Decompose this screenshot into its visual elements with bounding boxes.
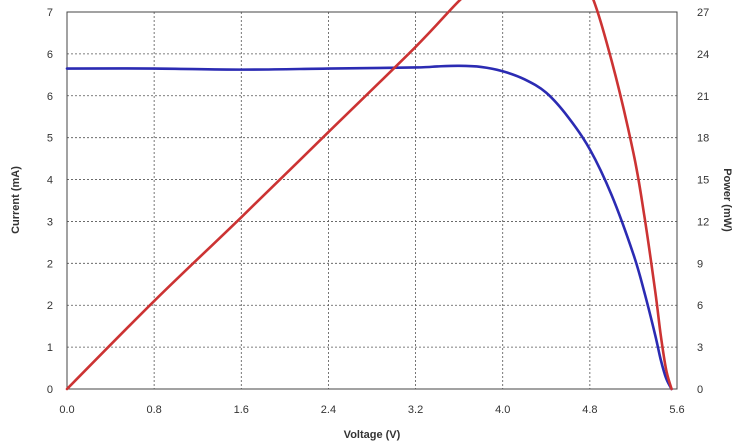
x-axis-label: Voltage (V)	[344, 429, 401, 441]
y-tick-label: 2	[47, 258, 53, 270]
power-curve	[65, 0, 673, 391]
x-tick-label: 0.0	[59, 404, 74, 416]
y-tick-labels: 0 1 2 2 3 4 5 6 6 7	[47, 7, 53, 396]
y2-tick-label: 6	[697, 300, 703, 312]
y-tick-label: 1	[47, 342, 53, 354]
y2-axis-label: Power (mW)	[721, 168, 733, 232]
x-tick-label: 3.2	[408, 404, 423, 416]
y-tick-label: 4	[47, 175, 53, 187]
y2-tick-label: 24	[697, 49, 709, 61]
x-tick-label: 1.6	[234, 404, 249, 416]
y2-tick-label: 12	[697, 216, 709, 228]
y2-tick-label: 27	[697, 7, 709, 19]
y2-tick-labels: 0 3 6 9 12 15 18 21 24 27	[697, 7, 709, 396]
x-tick-label: 4.0	[495, 404, 510, 416]
y2-tick-label: 0	[697, 384, 703, 396]
y-tick-label: 6	[47, 49, 53, 61]
y2-tick-label: 3	[697, 342, 703, 354]
x-tick-label: 4.8	[582, 404, 597, 416]
grid-lines	[67, 12, 677, 389]
x-tick-label: 0.8	[146, 404, 161, 416]
y-tick-label: 2	[47, 300, 53, 312]
y2-tick-label: 15	[697, 175, 709, 187]
y2-tick-label: 18	[697, 133, 709, 145]
y-tick-label: 5	[47, 133, 53, 145]
x-tick-labels: 0.0 0.8 1.6 2.4 3.2 4.0 4.8 5.6	[59, 404, 684, 416]
y-tick-label: 0	[47, 384, 53, 396]
x-tick-label: 2.4	[321, 404, 336, 416]
plot-frame	[66, 11, 678, 390]
current-curve	[65, 64, 673, 391]
x-tick-label: 5.6	[669, 404, 684, 416]
series-layer	[65, 0, 673, 391]
y-tick-label: 6	[47, 91, 53, 103]
y2-tick-label: 9	[697, 258, 703, 270]
y-axis-label: Current (mA)	[10, 166, 22, 234]
y-tick-label: 7	[47, 7, 53, 19]
y-tick-label: 3	[47, 216, 53, 228]
y2-tick-label: 21	[697, 91, 709, 103]
